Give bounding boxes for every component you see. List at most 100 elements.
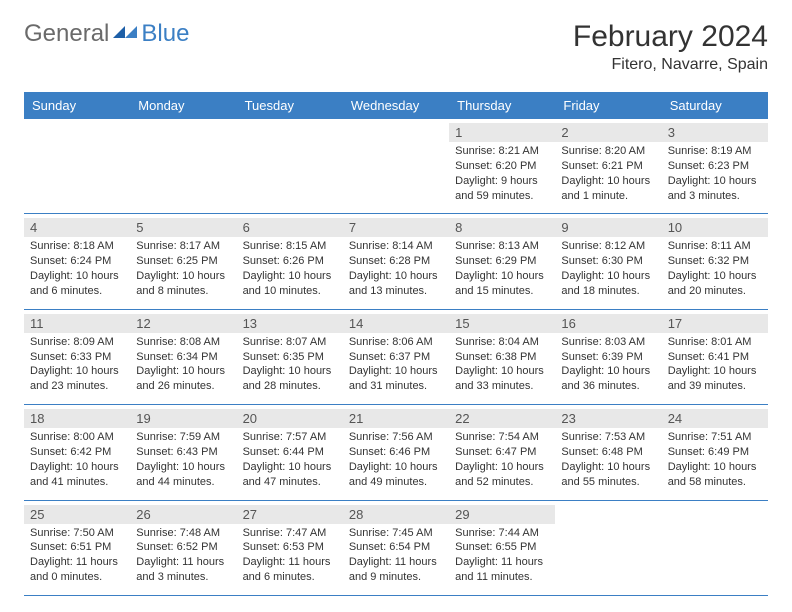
sunrise-text: Sunrise: 7:57 AM	[243, 430, 337, 445]
daylight-text: and 8 minutes.	[136, 284, 230, 299]
daylight-text: Daylight: 10 hours	[243, 269, 337, 284]
sunrise-text: Sunrise: 7:51 AM	[668, 430, 762, 445]
week-row: 11Sunrise: 8:09 AMSunset: 6:33 PMDayligh…	[24, 310, 768, 405]
day-cell: 27Sunrise: 7:47 AMSunset: 6:53 PMDayligh…	[237, 501, 343, 595]
sunrise-text: Sunrise: 7:53 AM	[561, 430, 655, 445]
daylight-text: and 55 minutes.	[561, 475, 655, 490]
daylight-text: Daylight: 10 hours	[30, 364, 124, 379]
weekday-header: Tuesday	[237, 92, 343, 119]
day-number: 19	[136, 411, 230, 426]
daylight-text: and 47 minutes.	[243, 475, 337, 490]
sunset-text: Sunset: 6:39 PM	[561, 350, 655, 365]
day-number: 11	[30, 316, 124, 331]
location-text: Fitero, Navarre, Spain	[573, 56, 768, 74]
day-cell: 3Sunrise: 8:19 AMSunset: 6:23 PMDaylight…	[662, 119, 768, 213]
day-number-band: 23	[555, 409, 661, 428]
sunrise-text: Sunrise: 8:06 AM	[349, 335, 443, 350]
day-number-band: 18	[24, 409, 130, 428]
weekday-header: Friday	[555, 92, 661, 119]
daylight-text: Daylight: 10 hours	[455, 364, 549, 379]
day-number: 26	[136, 507, 230, 522]
sunrise-text: Sunrise: 8:08 AM	[136, 335, 230, 350]
calendar: Sunday Monday Tuesday Wednesday Thursday…	[24, 92, 768, 596]
day-number: 2	[561, 125, 655, 140]
sunset-text: Sunset: 6:25 PM	[136, 254, 230, 269]
day-cell: 25Sunrise: 7:50 AMSunset: 6:51 PMDayligh…	[24, 501, 130, 595]
sunrise-text: Sunrise: 8:00 AM	[30, 430, 124, 445]
day-cell: 24 Sunrise: 7:51 AMSunset: 6:49 PMDayligh…	[662, 405, 768, 499]
daylight-text: Daylight: 10 hours	[561, 269, 655, 284]
day-cell: 2Sunrise: 8:20 AMSunset: 6:21 PMDaylight…	[555, 119, 661, 213]
daylight-text: Daylight: 10 hours	[668, 174, 762, 189]
logo-text-blue: Blue	[141, 20, 189, 48]
sunrise-text: Sunrise: 7:47 AM	[243, 526, 337, 541]
sunset-text: Sunset: 6:24 PM	[30, 254, 124, 269]
day-number: 24	[668, 411, 762, 426]
sunrise-text: Sunrise: 8:12 AM	[561, 239, 655, 254]
sunset-text: Sunset: 6:55 PM	[455, 540, 549, 555]
sunrise-text: Sunrise: 8:15 AM	[243, 239, 337, 254]
daylight-text: and 11 minutes.	[455, 570, 549, 585]
daylight-text: and 15 minutes.	[455, 284, 549, 299]
daylight-text: and 9 minutes.	[349, 570, 443, 585]
day-number: 27	[243, 507, 337, 522]
daylight-text: Daylight: 10 hours	[243, 460, 337, 475]
day-number-band: 4	[24, 218, 130, 237]
logo: General Blue	[24, 20, 189, 48]
day-cell	[130, 119, 236, 213]
day-cell	[237, 119, 343, 213]
sunset-text: Sunset: 6:20 PM	[455, 159, 549, 174]
day-cell: 21Sunrise: 7:56 AMSunset: 6:46 PMDayligh…	[343, 405, 449, 499]
sunset-text: Sunset: 6:29 PM	[455, 254, 549, 269]
daylight-text: Daylight: 10 hours	[561, 460, 655, 475]
sunrise-text: Sunrise: 7:50 AM	[30, 526, 124, 541]
sunrise-text: Sunrise: 8:03 AM	[561, 335, 655, 350]
daylight-text: Daylight: 10 hours	[668, 364, 762, 379]
daylight-text: and 44 minutes.	[136, 475, 230, 490]
sunset-text: Sunset: 6:53 PM	[243, 540, 337, 555]
day-cell: 10Sunrise: 8:11 AMSunset: 6:32 PMDayligh…	[662, 214, 768, 308]
daylight-text: Daylight: 10 hours	[349, 460, 443, 475]
sunrise-text: Sunrise: 8:19 AM	[668, 144, 762, 159]
week-row: 25Sunrise: 7:50 AMSunset: 6:51 PMDayligh…	[24, 501, 768, 596]
sunrise-text: Sunrise: 8:20 AM	[561, 144, 655, 159]
day-cell: 23Sunrise: 7:53 AMSunset: 6:48 PMDayligh…	[555, 405, 661, 499]
day-cell: 13Sunrise: 8:07 AMSunset: 6:35 PMDayligh…	[237, 310, 343, 404]
day-number-band: 28	[343, 505, 449, 524]
page-title: February 2024	[573, 20, 768, 54]
day-number: 17	[668, 316, 762, 331]
daylight-text: Daylight: 10 hours	[455, 269, 549, 284]
day-cell	[343, 119, 449, 213]
daylight-text: and 49 minutes.	[349, 475, 443, 490]
daylight-text: Daylight: 10 hours	[136, 364, 230, 379]
day-cell: 6Sunrise: 8:15 AMSunset: 6:26 PMDaylight…	[237, 214, 343, 308]
day-number: 18	[30, 411, 124, 426]
day-number-band: 29	[449, 505, 555, 524]
day-cell: 22Sunrise: 7:54 AMSunset: 6:47 PMDayligh…	[449, 405, 555, 499]
sunset-text: Sunset: 6:38 PM	[455, 350, 549, 365]
day-number: 22	[455, 411, 549, 426]
day-number: 15	[455, 316, 549, 331]
day-number-band: 10	[662, 218, 768, 237]
daylight-text: Daylight: 10 hours	[668, 460, 762, 475]
daylight-text: and 52 minutes.	[455, 475, 549, 490]
day-number-band: 7	[343, 218, 449, 237]
sunset-text: Sunset: 6:32 PM	[668, 254, 762, 269]
sunset-text: Sunset: 6:41 PM	[668, 350, 762, 365]
day-number: 13	[243, 316, 337, 331]
daylight-text: and 1 minute.	[561, 189, 655, 204]
daylight-text: Daylight: 9 hours	[455, 174, 549, 189]
day-number: 7	[349, 220, 443, 235]
sunrise-text: Sunrise: 8:09 AM	[30, 335, 124, 350]
day-cell: 19Sunrise: 7:59 AMSunset: 6:43 PMDayligh…	[130, 405, 236, 499]
day-cell	[662, 501, 768, 595]
day-number-band: 20	[237, 409, 343, 428]
day-number-band: 1	[449, 123, 555, 142]
daylight-text: Daylight: 10 hours	[668, 269, 762, 284]
sunrise-text: Sunrise: 8:18 AM	[30, 239, 124, 254]
day-number: 23	[561, 411, 655, 426]
sunset-text: Sunset: 6:51 PM	[30, 540, 124, 555]
daylight-text: Daylight: 11 hours	[136, 555, 230, 570]
sunset-text: Sunset: 6:49 PM	[668, 445, 762, 460]
day-cell: 12Sunrise: 8:08 AMSunset: 6:34 PMDayligh…	[130, 310, 236, 404]
